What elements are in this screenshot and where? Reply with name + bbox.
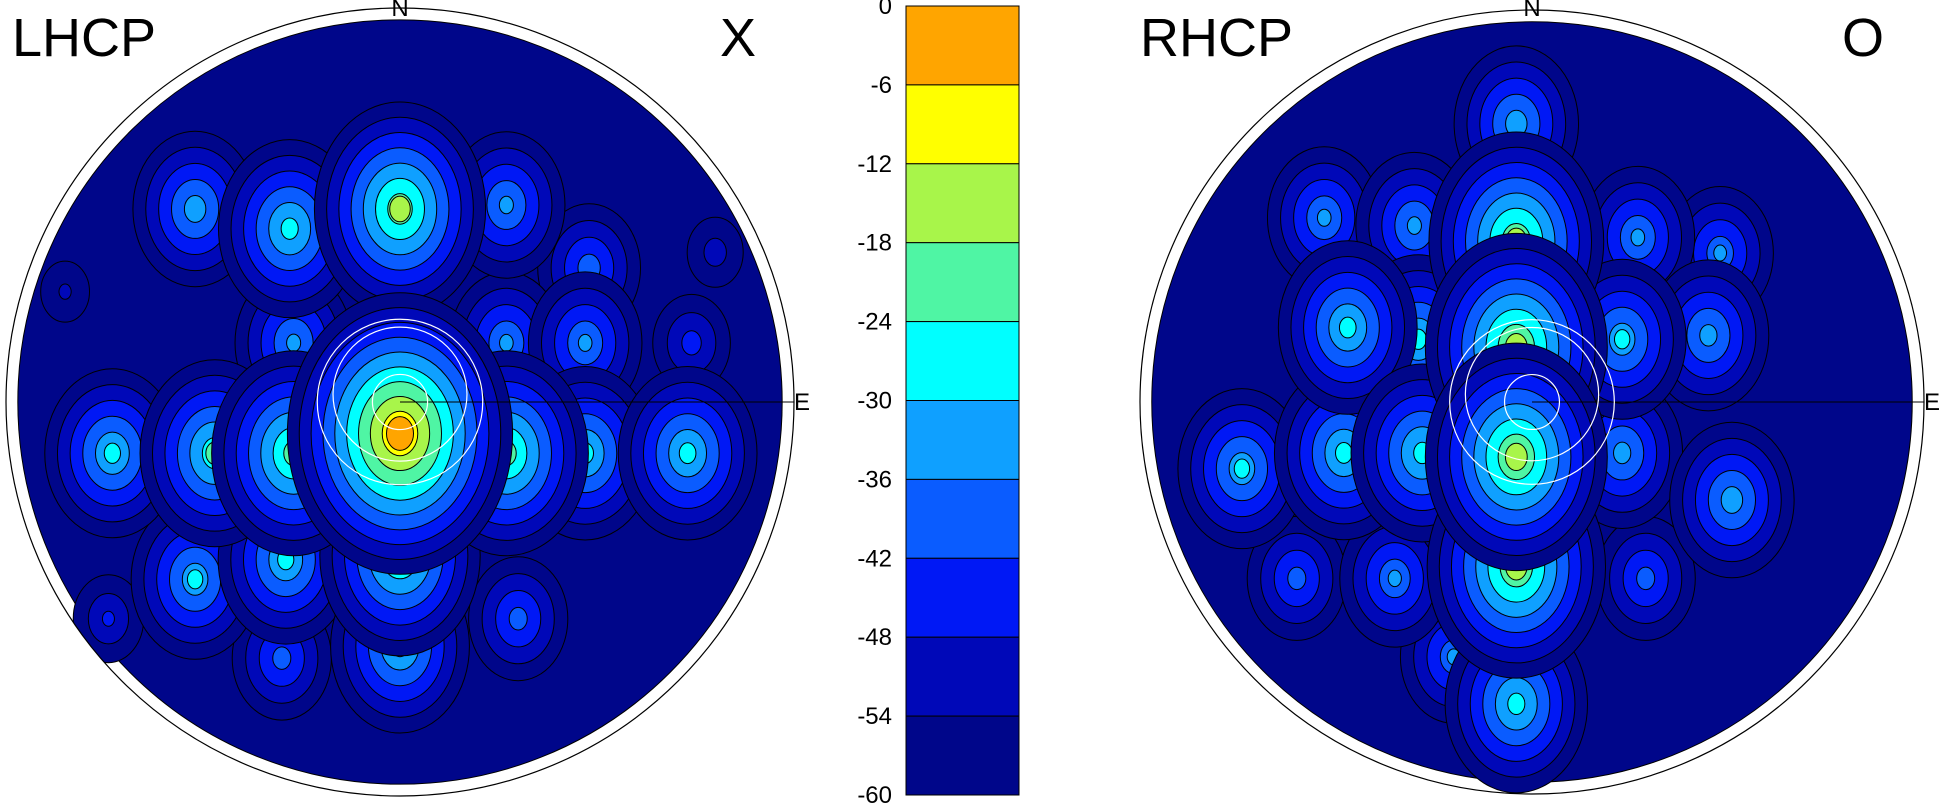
contour-lobe xyxy=(72,574,145,664)
contour-level xyxy=(103,442,121,464)
contour-level xyxy=(183,195,207,223)
contour-level xyxy=(1630,228,1646,247)
colorbar-tick-label: 0 xyxy=(879,0,892,20)
rhcp-polar-panel: RHCP O N E xyxy=(1139,0,1940,795)
lhcp-marker-label: X xyxy=(720,8,756,68)
contour-level xyxy=(1316,208,1332,227)
contour-level xyxy=(1338,316,1357,339)
contour-lobe xyxy=(40,260,90,323)
contour-level xyxy=(499,333,514,352)
contour-level xyxy=(1699,324,1718,347)
contour-lobe xyxy=(1246,515,1347,641)
rhcp-north-label: N xyxy=(1523,0,1540,22)
contour-level xyxy=(498,195,514,215)
colorbar-band xyxy=(905,715,1020,796)
lhcp-east-label: E xyxy=(794,389,810,416)
contour-level xyxy=(1613,329,1631,350)
contour-level xyxy=(508,606,528,631)
rhcp-overlay-circles xyxy=(1449,319,1615,485)
overlay-circle xyxy=(1449,319,1615,485)
contour-level xyxy=(1507,692,1526,716)
contour-level xyxy=(681,330,702,356)
lhcp-north-label: N xyxy=(391,0,408,22)
colorbar-tick-label: -48 xyxy=(857,624,892,651)
contour-level xyxy=(385,416,415,451)
contour-lobe xyxy=(286,292,514,575)
overlay-circle xyxy=(316,318,484,486)
contour-lobe xyxy=(1266,146,1382,290)
lhcp-polar-panel: LHCP X N E xyxy=(5,0,810,797)
contour-level xyxy=(1233,458,1251,479)
contour-level xyxy=(286,333,302,353)
contour-level xyxy=(1387,569,1402,588)
contour-level xyxy=(1287,566,1307,591)
contour-lobe xyxy=(1424,342,1608,572)
overlay-circle xyxy=(1503,373,1561,431)
contour-lobe xyxy=(686,216,744,288)
colorbar-band xyxy=(905,400,1020,480)
contour-level xyxy=(101,610,115,627)
overlay-circle xyxy=(332,326,468,462)
lhcp-contour-plot xyxy=(17,19,783,785)
rhcp-contour-plot xyxy=(1151,21,1913,794)
colorbar-band xyxy=(905,636,1020,717)
contour-level xyxy=(1713,244,1728,262)
contour-level xyxy=(186,569,204,590)
colorbar-band xyxy=(905,163,1020,244)
colorbar-tick-label: -42 xyxy=(857,545,892,572)
colorbar-tick-label: -18 xyxy=(857,230,892,257)
colorbar-tick-label: -36 xyxy=(857,466,892,493)
contour-lobe xyxy=(1595,515,1696,641)
rhcp-east-label: E xyxy=(1924,389,1940,416)
contour-level xyxy=(272,646,292,670)
contour-level xyxy=(389,195,411,223)
contour-level xyxy=(1720,486,1744,514)
colorbar-bands xyxy=(905,5,1020,796)
contour-lobe xyxy=(1277,240,1418,415)
colorbar-band xyxy=(905,321,1020,402)
contour-level xyxy=(280,217,299,240)
rhcp-marker-label: O xyxy=(1842,8,1884,68)
contour-level xyxy=(1504,442,1528,472)
colorbar-band xyxy=(905,84,1020,165)
colorbar-tick-labels: 0 -6 -12 -18 -24 -30 -36 -42 -48 -54 -60 xyxy=(857,0,892,809)
overlay-circle xyxy=(1464,326,1600,462)
contour-level xyxy=(678,442,697,465)
colorbar-band xyxy=(905,478,1020,559)
colorbar-band xyxy=(905,5,1020,86)
contour-level xyxy=(703,237,727,267)
contour-lobe xyxy=(617,365,758,541)
colorbar-tick-label: -60 xyxy=(857,782,892,809)
colorbar-tick-label: -12 xyxy=(857,151,892,178)
contour-level xyxy=(1406,216,1422,235)
contour-lobe xyxy=(468,556,569,682)
overlay-circle xyxy=(371,373,429,431)
contour-lobe xyxy=(652,293,731,392)
contour-lobe xyxy=(1177,388,1307,550)
contour-level xyxy=(58,283,72,300)
contour-lobe xyxy=(1669,421,1795,579)
contour-level xyxy=(577,333,593,352)
colorbar-tick-label: -30 xyxy=(857,388,892,415)
colorbar-tick-label: -6 xyxy=(871,72,892,99)
contour-level xyxy=(1335,442,1353,464)
contour-lobe xyxy=(1339,509,1451,648)
lhcp-title: LHCP xyxy=(12,8,156,68)
colorbar-tick-label: -24 xyxy=(857,309,892,336)
colorbar: 0 -6 -12 -18 -24 -30 -36 -42 -48 -54 -60 xyxy=(857,0,1020,809)
contour-level xyxy=(1636,566,1656,591)
contour-lobe xyxy=(313,101,487,317)
contour-level xyxy=(1613,441,1632,465)
colorbar-band xyxy=(905,242,1020,323)
colorbar-band xyxy=(905,557,1020,638)
colorbar-tick-label: -54 xyxy=(857,703,892,730)
contour-lobe xyxy=(44,368,181,539)
lhcp-overlay-circles xyxy=(316,318,484,486)
rhcp-title: RHCP xyxy=(1140,8,1293,68)
